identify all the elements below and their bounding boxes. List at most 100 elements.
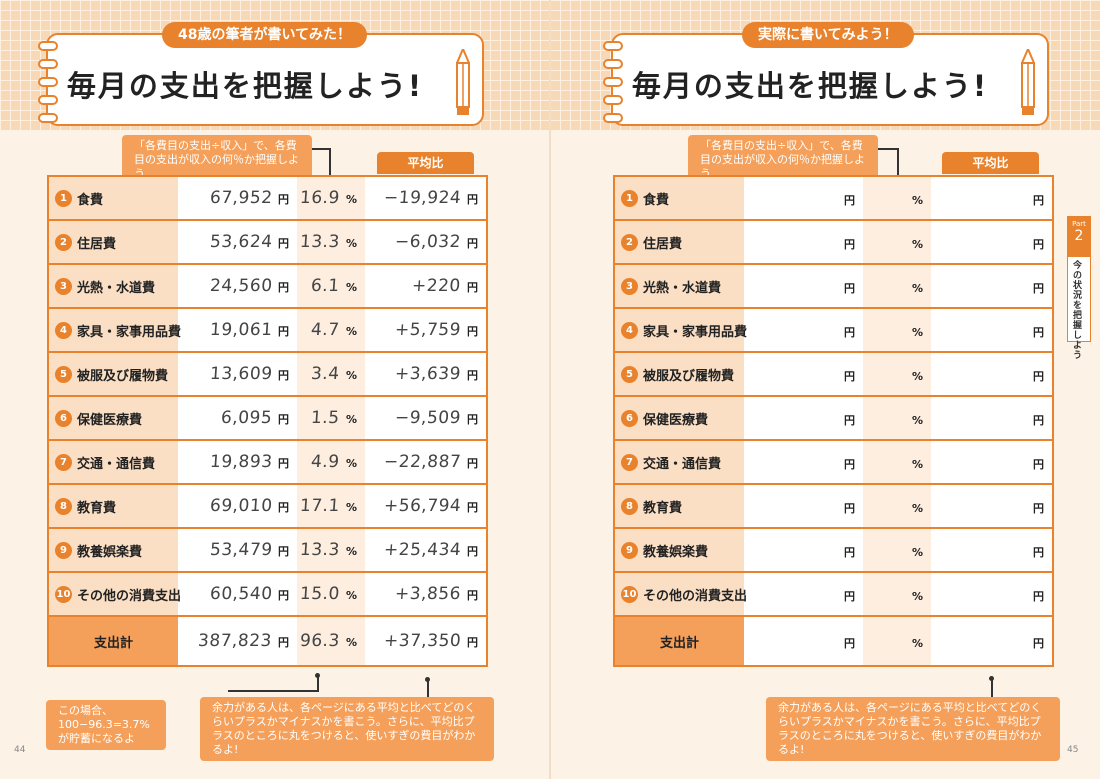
- handwritten-value: −19,924: [383, 188, 462, 208]
- percent-cell: %: [863, 395, 931, 440]
- unit-label: 円: [1033, 281, 1044, 295]
- page-number: 45: [1067, 745, 1079, 755]
- unit-label: 円: [844, 325, 855, 339]
- category: 6 保健医療費: [615, 409, 744, 428]
- unit-label: 円: [278, 636, 289, 649]
- row-number-badge: 4: [621, 321, 638, 339]
- table-row: 10 その他の消費支出 60,540 円 15.0% +3,856 円: [48, 571, 487, 616]
- unit-label: 円: [1033, 545, 1044, 559]
- average-diff-cell: 円: [931, 307, 1053, 352]
- unit-label: 円: [467, 589, 478, 602]
- category-cell: 2 住居費: [614, 219, 744, 264]
- category: 3 光熱・水道費: [49, 277, 178, 296]
- category-label: 光熱・水道費: [77, 280, 156, 296]
- amount-cell: 60,540 円: [178, 571, 297, 616]
- handwritten-value: +5,759: [394, 320, 462, 340]
- category: 2 住居費: [49, 233, 178, 252]
- table-row: 8 教育費 円% 円: [614, 483, 1053, 528]
- percent-cell: 13.3%: [297, 219, 365, 264]
- handwritten-value: −6,032: [394, 232, 462, 252]
- handwritten-value: +220: [411, 276, 462, 296]
- left-page: 毎月の支出を把握しよう! 48歳の筆者が書いてみた！ 「各費目の支出÷収入」で、…: [14, 22, 494, 761]
- category: 4 家具・家事用品費: [615, 321, 748, 340]
- percent-cell: 15.0%: [297, 571, 365, 616]
- handwritten-value: 6.1: [310, 276, 341, 296]
- category-cell: 4 家具・家事用品費: [48, 307, 181, 352]
- table-row: 1 食費 67,952 円 16.9% −19,924 円: [48, 176, 487, 220]
- unit-label: %: [911, 501, 923, 515]
- category-cell: 8 教育費: [614, 483, 744, 528]
- handwritten-value: +3,856: [394, 584, 462, 604]
- unit-label: %: [345, 413, 357, 426]
- unit-label: 円: [467, 545, 478, 558]
- handwritten-value: −22,887: [383, 452, 462, 472]
- page-title: 毎月の支出を把握しよう!: [631, 69, 989, 103]
- total-average-cell: 円: [931, 615, 1053, 666]
- unit-label: %: [911, 325, 923, 339]
- note-average-compare: 余力がある人は、各ページにある平均と比べてどのくらいプラスかマイナスかを書こう。…: [766, 697, 1060, 761]
- unit-label: 円: [467, 413, 478, 426]
- table-row: 8 教育費 69,010 円 17.1% +56,794 円: [48, 483, 487, 528]
- table-row: 7 交通・通信費 19,893 円 4.9% −22,887 円: [48, 439, 487, 484]
- row-number-badge: 10: [621, 585, 638, 603]
- expense-table: 1 食費円% 円 2 住居費円% 円 3 光熱・水道費円% 円 4 家具・家事用品費円% 円 5 被服及び…: [613, 175, 1054, 667]
- unit-label: %: [345, 501, 357, 514]
- unit-label: 円: [1033, 589, 1044, 603]
- category-label: 住居費: [643, 236, 683, 252]
- percent-cell: %: [863, 571, 931, 616]
- amount-cell: 円: [744, 395, 863, 440]
- handwritten-value: 17.1: [299, 496, 341, 516]
- percent-cell: 4.7%: [297, 307, 365, 352]
- unit-label: 円: [467, 193, 478, 206]
- row-number-badge: 2: [55, 233, 72, 251]
- average-diff-cell: 円: [931, 483, 1053, 528]
- total-label: 支出計: [48, 615, 178, 666]
- handwritten-value: +37,350: [383, 631, 462, 651]
- percent-cell: 6.1%: [297, 263, 365, 308]
- handwritten-value: 19,893: [208, 452, 273, 472]
- chapter-side-tab[interactable]: Part 2 今の状況を把握しよう: [1067, 216, 1091, 361]
- category-label: 食費: [77, 192, 104, 208]
- category: 9 教養娯楽費: [615, 541, 744, 560]
- handwritten-value: 13,609: [208, 364, 273, 384]
- average-diff-cell: 円: [931, 439, 1053, 484]
- category-cell: 9 教養娯楽費: [48, 527, 178, 572]
- unit-label: 円: [844, 636, 855, 650]
- category-label: 教育費: [77, 500, 117, 516]
- unit-label: 円: [844, 237, 855, 251]
- table-row: 2 住居費 円% 円: [614, 219, 1053, 264]
- unit-label: 円: [467, 501, 478, 514]
- table-row: 3 光熱・水道費 24,560 円 6.1% +220 円: [48, 263, 487, 308]
- amount-cell: 19,061 円: [178, 307, 297, 352]
- average-ratio-header: 平均比: [377, 152, 474, 174]
- category-label: 住居費: [77, 236, 117, 252]
- total-label: 支出計: [614, 615, 744, 666]
- amount-cell: 19,893 円: [178, 439, 297, 484]
- note-savings: この場合、100−96.3=3.7%が貯蓄になるよ: [46, 700, 166, 750]
- average-diff-cell: +5,759 円: [365, 307, 487, 352]
- row-number-badge: 7: [621, 453, 638, 471]
- category-label: 教養娯楽費: [643, 544, 709, 560]
- pencil-icon: [1021, 49, 1035, 115]
- handwritten-value: 16.9: [299, 188, 341, 208]
- percent-cell: %: [863, 263, 931, 308]
- percent-cell: 1.5%: [297, 395, 365, 440]
- category-label: 家具・家事用品費: [643, 324, 748, 340]
- category-cell: 5 被服及び履物費: [48, 351, 178, 396]
- row-number-badge: 9: [621, 541, 638, 559]
- total-amount-cell: 387,823 円: [178, 615, 297, 666]
- amount-cell: 円: [744, 439, 863, 484]
- percent-cell: %: [863, 176, 931, 220]
- handwritten-value: 387,823: [197, 631, 273, 651]
- unit-label: 円: [844, 545, 855, 559]
- unit-label: 円: [844, 413, 855, 427]
- unit-label: 円: [1033, 413, 1044, 427]
- average-ratio-header: 平均比: [942, 152, 1039, 174]
- unit-label: 円: [1033, 193, 1044, 207]
- category-label: 光熱・水道費: [643, 280, 722, 296]
- unit-label: 円: [1033, 636, 1044, 650]
- unit-label: %: [345, 545, 357, 558]
- category: 8 教育費: [49, 497, 178, 516]
- category-cell: 7 交通・通信費: [614, 439, 744, 484]
- amount-cell: 円: [744, 351, 863, 396]
